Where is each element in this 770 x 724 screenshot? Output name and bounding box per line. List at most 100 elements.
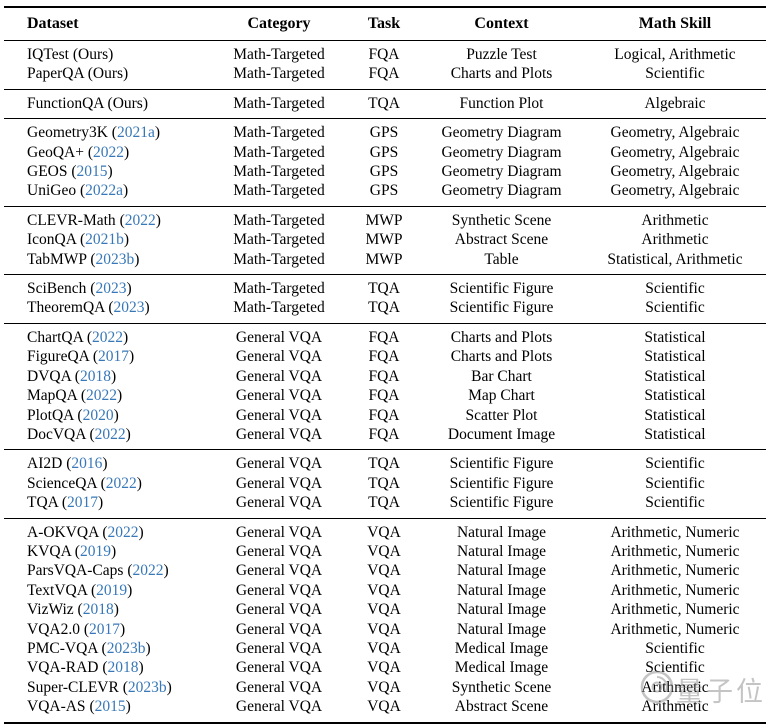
dataset-name: ParsVQA-Caps (27, 562, 124, 580)
table-row: VQA2.0 (2017) General VQA VQA Natural Image… (4, 620, 766, 639)
cell-dataset: DocVQA (2022) (27, 425, 131, 443)
citation-link[interactable]: 2017 (98, 348, 130, 366)
citation-link[interactable]: 2022 (92, 328, 124, 346)
cell-dataset: ParsVQA-Caps (2022) (27, 562, 169, 580)
cell-task: FQA (368, 328, 400, 346)
cell-context: Geometry Diagram (441, 143, 562, 161)
citation-link[interactable]: 2022 (107, 523, 139, 541)
table-row: FigureQA (2017) General VQA FQA Charts and … (4, 347, 766, 366)
citation-link[interactable]: 2020 (82, 406, 114, 424)
cell-task: VQA (367, 698, 401, 716)
cell-task: FQA (368, 46, 400, 63)
table-row: VizWiz (2018) General VQA VQA Natural Image… (4, 600, 766, 619)
citation-link[interactable]: 2015 (76, 163, 108, 181)
dataset-name: DVQA (27, 367, 71, 385)
cell-task: MWP (365, 211, 403, 229)
citation-link[interactable]: 2022 (86, 387, 117, 405)
cell-skill: Statistical (644, 387, 706, 405)
citation-link[interactable]: 2018 (82, 601, 114, 619)
dataset-name: TQA (27, 494, 58, 512)
dataset-name: VQA2.0 (27, 620, 80, 638)
citation-link[interactable]: 2023b (106, 639, 146, 657)
cell-task: TQA (368, 455, 400, 473)
citation-ours: Ours (92, 65, 124, 83)
citation-link[interactable]: 2023b (127, 678, 167, 696)
citation-link[interactable]: 2015 (94, 698, 126, 716)
cell-skill: Arithmetic, Numeric (610, 562, 740, 580)
cell-dataset: TabMWP (2023b) (27, 250, 140, 268)
cell-category: General VQA (235, 620, 323, 638)
cell-skill: Statistical (644, 367, 706, 385)
citation-link[interactable]: 2016 (71, 455, 103, 473)
citation-link[interactable]: 2023 (113, 299, 145, 317)
cell-category: Math-Targeted (233, 231, 325, 249)
citation-link[interactable]: 2021b (85, 231, 124, 249)
citation-link[interactable]: 2022 (105, 474, 137, 492)
cell-category: General VQA (235, 474, 323, 492)
cell-skill: Geometry, Algebraic (610, 182, 740, 200)
citation-link[interactable]: 2019 (96, 581, 128, 599)
table-row: VQA-RAD (2018) General VQA VQA Medical Imag… (4, 658, 766, 677)
cell-category: Math-Targeted (233, 143, 325, 161)
table-row: Geometry3K (2021a) Math-Targeted GPS Geomet… (4, 119, 766, 143)
cell-skill: Arithmetic, Numeric (610, 542, 740, 560)
table-row: DocVQA (2022) General VQA FQA Document Imag… (4, 425, 766, 450)
citation-link[interactable]: 2017 (89, 620, 121, 638)
dataset-name: PlotQA (27, 406, 74, 424)
citation-link[interactable]: 2023b (95, 250, 135, 268)
cell-category: General VQA (235, 348, 323, 366)
cell-dataset: UniGeo (2022a) (27, 182, 129, 200)
cell-context: Natural Image (456, 581, 547, 599)
cell-context: Synthetic Scene (451, 211, 552, 229)
citation-link[interactable]: 2018 (107, 659, 139, 677)
cell-category: Math-Targeted (233, 250, 325, 268)
citation-link[interactable]: 2022 (93, 143, 124, 161)
table-row: PlotQA (2020) General VQA FQA Scatter Plot S… (4, 406, 766, 425)
cell-category: Math-Targeted (233, 163, 325, 181)
cell-task: FQA (368, 425, 400, 443)
cell-context: Function Plot (459, 94, 544, 112)
table-row: TQA (2017) General VQA TQA Scientific Figur… (4, 493, 766, 518)
citation-link[interactable]: 2022 (124, 211, 156, 229)
citation-link[interactable]: 2023 (95, 280, 127, 298)
cell-category: General VQA (235, 494, 323, 512)
citation-link[interactable]: 2019 (79, 542, 111, 560)
dataset-name: ChartQA (27, 328, 83, 346)
cell-dataset: PlotQA (2020) (27, 406, 119, 424)
cell-dataset: GeoQA+ (2022) (27, 143, 130, 161)
cell-dataset: TQA (2017) (27, 494, 104, 512)
cell-category: General VQA (235, 601, 323, 619)
column-header-category: Category (247, 15, 311, 32)
cell-dataset: VQA-RAD (2018) (27, 659, 144, 677)
dataset-name: Super-CLEVR (27, 678, 119, 696)
cell-skill: Arithmetic, Numeric (610, 523, 740, 541)
table-row: TabMWP (2023b) Math-Targeted MWP Table Stati… (4, 250, 766, 275)
citation-link[interactable]: 2022 (132, 562, 164, 580)
cell-task: VQA (367, 523, 401, 541)
cell-dataset: FunctionQA (Ours) (27, 94, 149, 112)
table-row: IQTest (Ours) Math-Targeted FQA Puzzle Test… (4, 41, 766, 65)
dataset-name: PMC-VQA (27, 639, 98, 657)
cell-context: Puzzle Test (466, 46, 537, 63)
citation-link[interactable]: 2017 (67, 494, 99, 512)
citation-link[interactable]: 2022a (85, 182, 124, 200)
cell-dataset: VQA-AS (2015) (27, 698, 131, 716)
cell-context: Natural Image (456, 620, 547, 638)
cell-skill: Arithmetic (641, 211, 709, 229)
column-header-context: Context (474, 15, 529, 32)
cell-skill: Statistical (644, 348, 706, 366)
citation-link[interactable]: 2021a (116, 124, 155, 142)
citation-link[interactable]: 2022 (94, 425, 126, 443)
citation-link[interactable]: 2018 (79, 367, 111, 385)
cell-dataset: A-OKVQA (2022) (27, 523, 144, 541)
cell-category: General VQA (235, 425, 323, 443)
table-group-8: A-OKVQA (2022) General VQA VQA Natural Imag… (4, 518, 766, 723)
dataset-name: GeoQA+ (27, 143, 84, 161)
cell-category: General VQA (235, 367, 323, 385)
table-group-7: AI2D (2016) General VQA TQA Scientific Figu… (4, 449, 766, 518)
dataset-name: SciBench (27, 280, 87, 298)
cell-dataset: PaperQA (Ours) (27, 65, 129, 83)
cell-context: Geometry Diagram (441, 124, 562, 142)
cell-skill: Arithmetic, Numeric (610, 581, 740, 599)
